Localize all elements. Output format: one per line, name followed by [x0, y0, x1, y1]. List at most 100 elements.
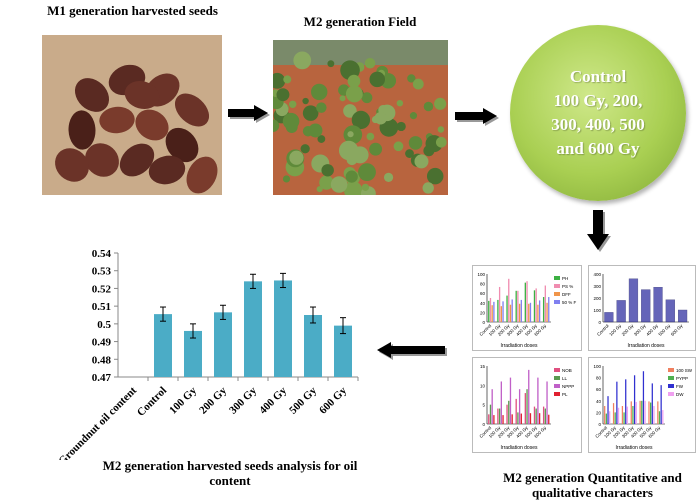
plant [437, 126, 445, 133]
plant [339, 95, 346, 102]
plant [338, 140, 359, 161]
bar [548, 297, 550, 322]
plant [347, 131, 354, 138]
bar [511, 414, 513, 424]
legend-swatch [554, 276, 560, 280]
plant [282, 112, 300, 130]
legend-swatch [668, 376, 674, 380]
arrow-down-icon [587, 210, 609, 250]
bar [334, 325, 352, 377]
bar [529, 302, 532, 322]
plant [330, 176, 348, 193]
y-tick-label: 5 [482, 403, 485, 408]
x-tick-label: 300 Gy [633, 323, 647, 337]
plant [435, 136, 447, 148]
y-tick-label: 200 [593, 296, 601, 301]
bar [644, 400, 646, 424]
chart-growth-traits: 0 20 40 60 80 100 Control 100 Gy 200 Gy 300 Gy 400… [472, 265, 582, 351]
seed [165, 127, 199, 163]
y-tick-label: 15 [480, 364, 486, 369]
bar [546, 381, 548, 424]
y-tick-label: 40 [596, 399, 602, 404]
plant [302, 97, 309, 105]
y-tick-label: 0.51 [92, 301, 111, 313]
legend-swatch [554, 284, 560, 288]
x-tick-label: 200 Gy [197, 384, 229, 416]
y-tick-label: 0.53 [92, 266, 112, 278]
plant [345, 85, 363, 103]
dose-line: and 600 Gy [556, 139, 640, 158]
bar [528, 303, 530, 322]
legend-label: DW [676, 392, 684, 397]
plant [317, 135, 326, 143]
bar [616, 300, 626, 323]
bar [244, 281, 262, 377]
bar [515, 290, 517, 322]
bar [609, 411, 611, 424]
bar [617, 407, 620, 424]
bar [604, 312, 614, 323]
y-tick-label: 80 [596, 376, 602, 381]
plant [369, 142, 383, 156]
bar [607, 396, 609, 424]
bar [502, 301, 504, 322]
legend-label: 100 SW [676, 368, 693, 373]
bar [650, 402, 652, 424]
plant [423, 101, 434, 112]
bar [660, 385, 662, 424]
bar [635, 401, 637, 424]
y-tick-label: 100 [477, 272, 485, 277]
legend-swatch [554, 392, 560, 396]
bar [528, 369, 530, 424]
plant [407, 74, 416, 83]
plant [300, 144, 310, 154]
legend-label: DFF [562, 292, 571, 297]
legend-swatch [668, 384, 674, 388]
bar [546, 302, 548, 322]
bar [214, 312, 232, 377]
bar [493, 301, 495, 322]
legend-label: NPPP [562, 384, 574, 389]
plant [393, 141, 404, 152]
bar [612, 403, 615, 424]
bar [498, 286, 501, 322]
seed [85, 143, 119, 177]
x-tick-label: 500 Gy [657, 323, 671, 337]
seed [124, 80, 160, 110]
bar [491, 305, 493, 322]
x-tick-label: 500 Gy [287, 384, 319, 416]
bar [488, 414, 490, 424]
bar [537, 377, 539, 424]
bar [665, 299, 675, 323]
legend-swatch [668, 368, 674, 372]
bar [509, 304, 512, 322]
bar [653, 406, 655, 424]
seed [68, 110, 96, 150]
bar [274, 280, 292, 377]
bar [511, 299, 513, 322]
seed [99, 106, 135, 134]
legend-label: FW [676, 384, 684, 389]
bar [614, 412, 616, 424]
plant [321, 164, 334, 177]
bar [535, 288, 537, 322]
seed [119, 143, 155, 177]
arrow-right-icon [228, 105, 268, 121]
y-tick-label: 100 [593, 308, 601, 313]
plant [347, 74, 361, 88]
legend-swatch [668, 392, 674, 396]
bar [491, 389, 493, 424]
plant [302, 105, 319, 121]
plant [366, 132, 375, 141]
bar [544, 285, 546, 322]
bar [648, 401, 650, 424]
plant [361, 92, 373, 104]
x-tick-label: 200 Gy [621, 323, 635, 337]
legend-label: PL [562, 392, 568, 397]
bar [508, 278, 510, 322]
bar [628, 278, 639, 323]
traits-caption: M2 generation Quantitative and qualitati… [503, 470, 682, 500]
bar [605, 413, 607, 424]
